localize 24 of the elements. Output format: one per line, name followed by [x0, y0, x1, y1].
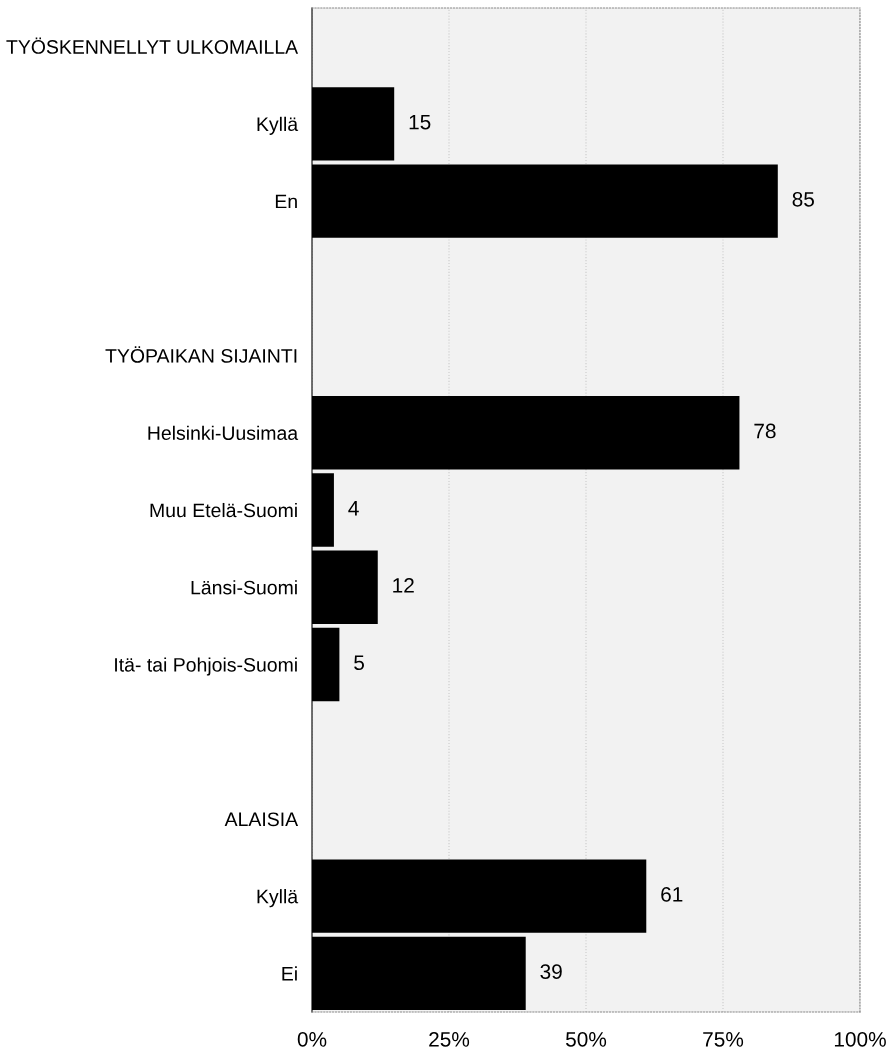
y-tick-label: Länsi-Suomi — [191, 580, 297, 595]
x-tick-label: 100% — [834, 1031, 886, 1047]
data-label: 39 — [540, 964, 562, 979]
x-tick-label: 75% — [703, 1032, 744, 1047]
data-label: 5 — [354, 655, 364, 671]
data-label: 61 — [661, 886, 683, 902]
x-tick-label: 50% — [565, 1031, 607, 1047]
y-tick-label: Muu Etelä-Suomi — [150, 502, 297, 518]
data-label: 4 — [348, 501, 359, 516]
data-label: 85 — [792, 191, 814, 207]
y-tick-label: Helsinki-Uusimaa — [148, 425, 299, 441]
data-label: 15 — [409, 114, 431, 130]
y-tick-label: ALAISIA — [224, 812, 299, 827]
data-label: 78 — [754, 423, 776, 439]
x-tick-label: 25% — [429, 1031, 470, 1047]
y-tick-label: Ei — [282, 966, 297, 981]
y-tick-label: En — [275, 194, 297, 209]
y-tick-label: TYÖPAIKAN SIJAINTI — [105, 346, 297, 363]
x-tick-label: 0% — [297, 1031, 327, 1047]
y-tick-label: Itä- tai Pohjois-Suomi — [115, 657, 297, 676]
y-tick-label: Kyllä — [257, 116, 299, 135]
data-label: 12 — [393, 578, 414, 593]
y-tick-label: Kyllä — [257, 889, 299, 908]
y-tick-label: TYÖSKENNELLYT ULKOMAILLA — [6, 37, 299, 54]
